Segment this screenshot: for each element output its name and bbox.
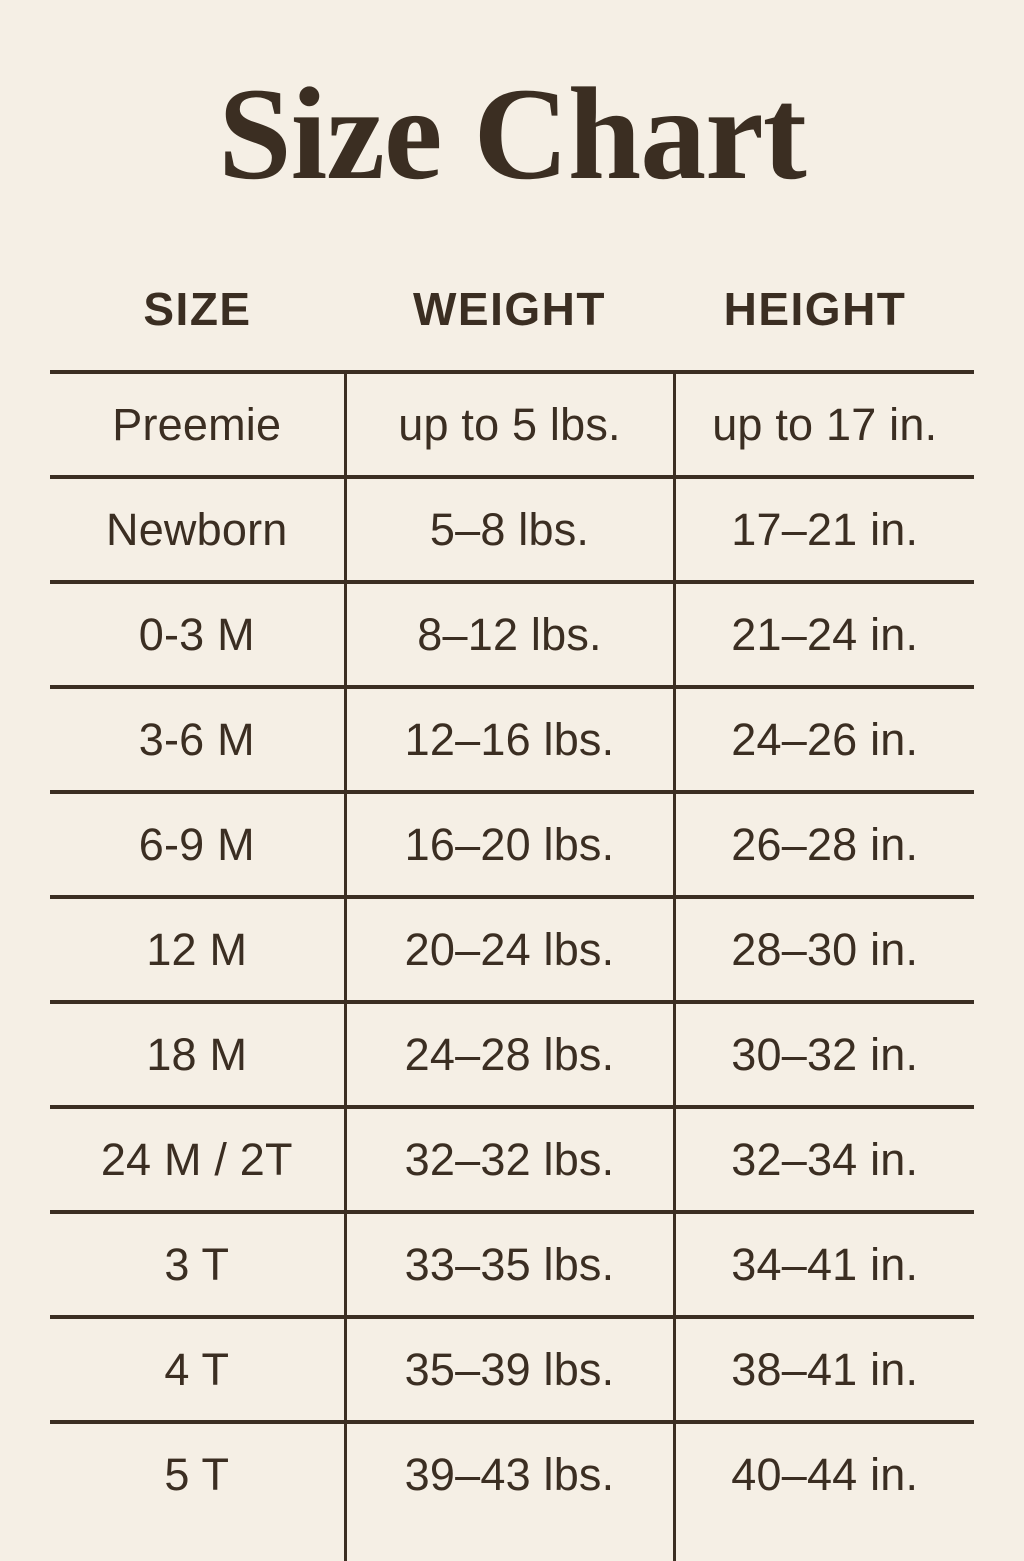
size-chart-table: SIZE WEIGHT HEIGHT Preemie up to 5 lbs. up… (50, 262, 974, 1561)
cell-size: 5 T (50, 1420, 347, 1525)
table-rule-extension-cell (345, 1525, 676, 1561)
table-rule-extension (50, 1525, 974, 1561)
table-rule-extension-cell (50, 1525, 347, 1561)
cell-size: Newborn (50, 475, 347, 582)
cell-height: 40–44 in. (674, 1420, 974, 1525)
cell-size: 3-6 M (50, 685, 347, 792)
cell-height: 17–21 in. (674, 475, 974, 582)
table-row: 3 T 33–35 lbs. 34–41 in. (50, 1210, 974, 1317)
cell-height: 28–30 in. (674, 895, 974, 1002)
table-row: 24 M / 2T 32–32 lbs. 32–34 in. (50, 1105, 974, 1212)
table-row: 0-3 M 8–12 lbs. 21–24 in. (50, 580, 974, 687)
table-row: 5 T 39–43 lbs. 40–44 in. (50, 1420, 974, 1525)
cell-height: 34–41 in. (674, 1210, 974, 1317)
table-row: 6-9 M 16–20 lbs. 26–28 in. (50, 790, 974, 897)
table-row: 12 M 20–24 lbs. 28–30 in. (50, 895, 974, 1002)
column-header-size: SIZE (143, 283, 252, 335)
cell-height: 30–32 in. (674, 1000, 974, 1107)
cell-weight: 32–32 lbs. (345, 1105, 676, 1212)
cell-weight: 35–39 lbs. (345, 1315, 676, 1422)
size-chart-table-container: SIZE WEIGHT HEIGHT Preemie up to 5 lbs. up… (50, 262, 974, 1561)
cell-height: 26–28 in. (674, 790, 974, 897)
cell-size: Preemie (50, 370, 347, 477)
cell-size: 6-9 M (50, 790, 347, 897)
cell-weight: 16–20 lbs. (345, 790, 676, 897)
table-rule-extension-cell (674, 1525, 974, 1561)
cell-weight: 33–35 lbs. (345, 1210, 676, 1317)
cell-height: 32–34 in. (674, 1105, 974, 1212)
column-header-weight: WEIGHT (413, 283, 606, 335)
cell-height: 38–41 in. (674, 1315, 974, 1422)
table-header-row: SIZE WEIGHT HEIGHT (50, 262, 974, 372)
cell-height: 21–24 in. (674, 580, 974, 687)
table-row: 4 T 35–39 lbs. 38–41 in. (50, 1315, 974, 1422)
cell-size: 12 M (50, 895, 347, 1002)
cell-weight: 5–8 lbs. (345, 475, 676, 582)
table-row: 18 M 24–28 lbs. 30–32 in. (50, 1000, 974, 1107)
cell-weight: up to 5 lbs. (345, 370, 676, 477)
column-header-height: HEIGHT (723, 283, 907, 335)
cell-size: 4 T (50, 1315, 347, 1422)
cell-weight: 39–43 lbs. (345, 1420, 676, 1525)
cell-size: 18 M (50, 1000, 347, 1107)
table-row: Newborn 5–8 lbs. 17–21 in. (50, 475, 974, 582)
page-title: Size Chart (218, 60, 807, 207)
cell-weight: 24–28 lbs. (345, 1000, 676, 1107)
cell-weight: 8–12 lbs. (345, 580, 676, 687)
table-body: Preemie up to 5 lbs. up to 17 in. Newborn 5–… (50, 370, 974, 1561)
cell-weight: 20–24 lbs. (345, 895, 676, 1002)
table-header: SIZE WEIGHT HEIGHT (50, 262, 974, 372)
cell-size: 3 T (50, 1210, 347, 1317)
table-row: Preemie up to 5 lbs. up to 17 in. (50, 370, 974, 477)
cell-size: 24 M / 2T (50, 1105, 347, 1212)
cell-height: up to 17 in. (674, 370, 974, 477)
cell-size: 0-3 M (50, 580, 347, 687)
cell-height: 24–26 in. (674, 685, 974, 792)
cell-weight: 12–16 lbs. (345, 685, 676, 792)
table-row: 3-6 M 12–16 lbs. 24–26 in. (50, 685, 974, 792)
